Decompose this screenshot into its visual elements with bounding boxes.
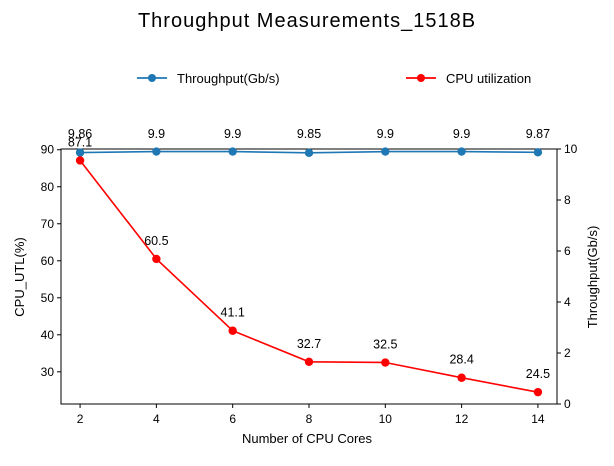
data-label-throughput: 9.9: [453, 127, 470, 141]
data-point-throughput: [381, 147, 390, 156]
left-y-tick-label: 60: [41, 254, 55, 268]
series-layer: [75, 147, 543, 397]
data-point-throughput: [75, 148, 85, 157]
left-y-tick-label: 30: [41, 365, 55, 379]
x-tick-label: 14: [531, 412, 545, 426]
x-tick-label: 10: [379, 412, 393, 426]
data-point-cpu: [152, 254, 161, 264]
x-tick-label: 12: [455, 412, 469, 426]
right-y-tick-label: 10: [564, 142, 578, 156]
data-label-cpu: 32.7: [297, 337, 321, 351]
legend-marker-cpu: [417, 74, 425, 82]
data-label-cpu: 32.5: [373, 338, 397, 352]
legend-label-cpu: CPU utilization: [446, 71, 531, 86]
data-point-cpu: [75, 156, 85, 165]
right-y-axis-label: Throughput(Gb/s): [585, 226, 600, 329]
data-label-cpu: 28.4: [449, 353, 473, 367]
legend: Throughput(Gb/s) CPU utilization: [137, 71, 531, 86]
data-label-throughput: 9.9: [148, 127, 165, 141]
data-point-cpu: [457, 373, 466, 382]
data-point-throughput: [457, 147, 466, 156]
left-y-axis: 30 40 50 60 70 80 90: [41, 143, 61, 379]
data-label-throughput: 9.87: [526, 127, 550, 141]
data-label-cpu: 60.5: [144, 234, 168, 248]
data-label-throughput: 9.85: [297, 127, 321, 141]
left-y-axis-label: CPU_UTL(%): [12, 237, 27, 316]
data-label-throughput: 9.9: [377, 127, 394, 141]
x-axis: 2 4 6 8 10 12 14: [77, 404, 545, 426]
x-tick-label: 8: [306, 412, 313, 426]
left-y-tick-label: 70: [41, 217, 55, 231]
right-y-tick-label: 6: [564, 244, 571, 258]
right-y-tick-label: 8: [564, 193, 571, 207]
data-label-cpu: 41.1: [221, 306, 245, 320]
left-y-tick-label: 90: [41, 143, 55, 157]
data-point-cpu: [533, 387, 543, 397]
data-label-cpu: 24.5: [526, 367, 550, 381]
legend-item-cpu: CPU utilization: [406, 71, 531, 86]
data-point-cpu: [381, 358, 390, 367]
data-label-cpu: 87.1: [68, 135, 92, 149]
right-y-tick-label: 0: [564, 397, 571, 411]
data-point-throughput: [152, 147, 161, 156]
x-tick-label: 6: [229, 412, 236, 426]
data-point-cpu: [304, 357, 314, 367]
left-y-tick-label: 50: [41, 291, 55, 305]
left-y-tick-label: 80: [41, 180, 55, 194]
right-y-tick-label: 2: [564, 346, 571, 360]
x-tick-label: 4: [153, 412, 160, 426]
data-labels: 9.86 9.9 9.9 9.85 9.9 9.9 9.87 87.1 60.5 41.1 32.7…: [68, 127, 550, 381]
right-y-tick-label: 4: [564, 295, 571, 309]
legend-label-throughput: Throughput(Gb/s): [177, 71, 280, 86]
data-point-throughput: [228, 147, 237, 156]
data-point-cpu: [228, 326, 237, 335]
x-tick-label: 2: [77, 412, 84, 426]
data-point-throughput: [533, 148, 543, 157]
legend-item-throughput: Throughput(Gb/s): [137, 71, 280, 86]
data-point-throughput: [304, 148, 314, 158]
data-label-throughput: 9.9: [224, 127, 241, 141]
x-axis-label: Number of CPU Cores: [242, 431, 373, 446]
right-y-axis: 0 2 4 6 8 10: [557, 142, 578, 411]
data-label-throughput: 9.86: [68, 127, 92, 141]
left-y-tick-label: 40: [41, 328, 55, 342]
chart-title: Throughput Measurements_1518B: [138, 10, 476, 32]
legend-marker-throughput: [148, 74, 156, 82]
